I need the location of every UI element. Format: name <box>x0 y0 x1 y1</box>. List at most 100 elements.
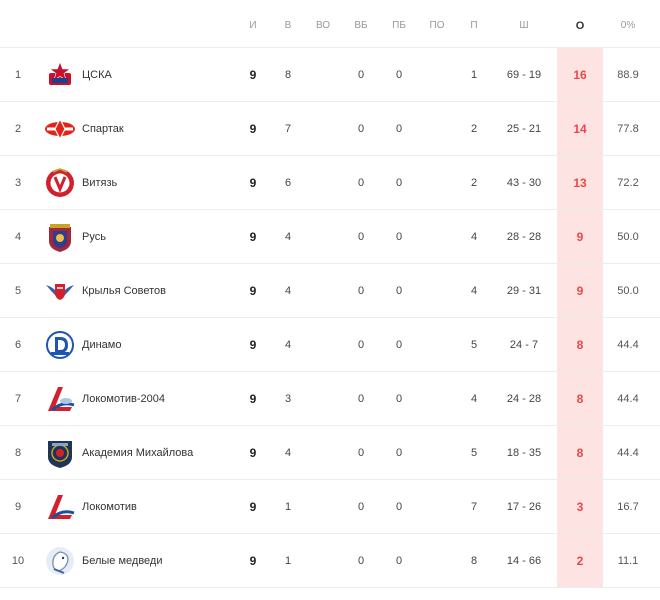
team-name-link[interactable]: Русь <box>82 230 106 243</box>
losses-cell: 4 <box>470 230 478 243</box>
losses-cell: 2 <box>470 122 478 135</box>
so-losses-cell: 0 <box>395 122 403 135</box>
header-points[interactable]: О <box>575 20 585 32</box>
points-cell: 2 <box>576 553 584 568</box>
so-wins-cell: 0 <box>357 284 365 297</box>
table-row[interactable]: 3 Витязь 9 6 0 0 2 43 - 30 13 72.2 <box>0 156 660 210</box>
table-row[interactable]: 8 Академия Михайлова 9 4 0 0 5 18 - 35 8 44.4 <box>0 426 660 480</box>
points-column-highlight <box>557 48 603 588</box>
header-so-wins[interactable]: ВБ <box>354 20 368 31</box>
rus-logo-icon[interactable] <box>44 221 76 253</box>
rank-cell: 3 <box>14 176 22 189</box>
goals-cell: 17 - 26 <box>506 500 542 513</box>
header-goals[interactable]: Ш <box>519 20 529 31</box>
so-losses-cell: 0 <box>395 68 403 81</box>
games-cell: 9 <box>249 121 257 136</box>
team-name-link[interactable]: Академия Михайлова <box>82 446 194 459</box>
team-name-link[interactable]: Белые медведи <box>82 554 163 567</box>
goals-cell: 43 - 30 <box>506 176 542 189</box>
points-cell: 3 <box>576 499 584 514</box>
games-cell: 9 <box>249 175 257 190</box>
points-cell: 9 <box>576 283 584 298</box>
so-wins-cell: 0 <box>357 446 365 459</box>
vityaz-logo-icon[interactable] <box>44 167 76 199</box>
lokomotiv-2004-logo-icon[interactable] <box>44 383 76 415</box>
wins-cell: 8 <box>284 68 292 81</box>
krylia-sovetov-logo-icon[interactable] <box>44 275 76 307</box>
games-cell: 9 <box>249 445 257 460</box>
losses-cell: 7 <box>470 500 478 513</box>
team-name-link[interactable]: Локомотив <box>82 500 137 513</box>
header-percent[interactable]: 0% <box>620 20 636 31</box>
header-ot-losses[interactable]: ПО <box>429 20 445 31</box>
table-row[interactable]: 1 ЦСКА 9 8 0 0 1 69 - 19 16 88.9 <box>0 48 660 102</box>
points-cell: 8 <box>576 391 584 406</box>
team-name-link[interactable]: Динамо <box>82 338 122 351</box>
rank-cell: 6 <box>14 338 22 351</box>
wins-cell: 1 <box>284 500 292 513</box>
table-row[interactable]: 10 Белые медведи 9 1 0 0 8 14 - 66 2 11.1 <box>0 534 660 588</box>
team-name-link[interactable]: Витязь <box>82 176 118 189</box>
percent-cell: 50.0 <box>617 284 639 297</box>
losses-cell: 8 <box>470 554 478 567</box>
games-cell: 9 <box>249 391 257 406</box>
goals-cell: 18 - 35 <box>506 446 542 459</box>
cska-logo-icon[interactable] <box>44 59 76 91</box>
so-losses-cell: 0 <box>395 446 403 459</box>
rank-cell: 2 <box>14 122 22 135</box>
points-cell: 14 <box>573 121 587 136</box>
wins-cell: 7 <box>284 122 292 135</box>
header-wins[interactable]: В <box>284 20 292 31</box>
points-cell: 9 <box>576 229 584 244</box>
table-row[interactable]: 7 Локомотив-2004 9 3 0 0 4 24 - 28 8 44.4 <box>0 372 660 426</box>
dynamo-logo-icon[interactable] <box>44 329 76 361</box>
table-row[interactable]: 4 Русь 9 4 0 0 4 28 - 28 9 50.0 <box>0 210 660 264</box>
points-cell: 8 <box>576 445 584 460</box>
table-row[interactable]: 2 Спартак 9 7 0 0 2 25 - 21 14 77.8 <box>0 102 660 156</box>
team-name-link[interactable]: ЦСКА <box>82 68 112 81</box>
table-row[interactable]: 5 Крылья Советов 9 4 0 0 4 29 - 31 9 50.0 <box>0 264 660 318</box>
belye-medvedi-logo-icon[interactable] <box>44 545 76 577</box>
percent-cell: 44.4 <box>617 392 639 405</box>
team-name-link[interactable]: Спартак <box>82 122 124 135</box>
so-wins-cell: 0 <box>357 554 365 567</box>
points-cell: 8 <box>576 337 584 352</box>
so-wins-cell: 0 <box>357 338 365 351</box>
losses-cell: 4 <box>470 392 478 405</box>
games-cell: 9 <box>249 67 257 82</box>
percent-cell: 44.4 <box>617 446 639 459</box>
table-row[interactable]: 9 Локомотив 9 1 0 0 7 17 - 26 3 16.7 <box>0 480 660 534</box>
rank-cell: 10 <box>11 554 25 567</box>
so-wins-cell: 0 <box>357 392 365 405</box>
wins-cell: 3 <box>284 392 292 405</box>
so-wins-cell: 0 <box>357 122 365 135</box>
rank-cell: 9 <box>14 500 22 513</box>
points-cell: 16 <box>573 67 587 82</box>
goals-cell: 28 - 28 <box>506 230 542 243</box>
so-wins-cell: 0 <box>357 68 365 81</box>
lokomotiv-logo-icon[interactable] <box>44 491 76 523</box>
games-cell: 9 <box>249 337 257 352</box>
losses-cell: 1 <box>470 68 478 81</box>
so-losses-cell: 0 <box>395 500 403 513</box>
team-name-link[interactable]: Крылья Советов <box>82 284 167 297</box>
spartak-logo-icon[interactable] <box>44 113 76 145</box>
mikhailov-academy-logo-icon[interactable] <box>44 437 76 469</box>
percent-cell: 77.8 <box>617 122 639 135</box>
percent-cell: 72.2 <box>617 176 639 189</box>
percent-cell: 50.0 <box>617 230 639 243</box>
header-ot-wins[interactable]: ВО <box>315 20 331 31</box>
losses-cell: 4 <box>470 284 478 297</box>
header-so-losses[interactable]: ПБ <box>392 20 406 31</box>
points-cell: 13 <box>573 175 587 190</box>
so-losses-cell: 0 <box>395 392 403 405</box>
table-row[interactable]: 6 Динамо 9 4 0 0 5 24 - 7 8 44.4 <box>0 318 660 372</box>
rank-cell: 8 <box>14 446 22 459</box>
goals-cell: 24 - 28 <box>506 392 542 405</box>
wins-cell: 6 <box>284 176 292 189</box>
games-cell: 9 <box>249 499 257 514</box>
team-name-link[interactable]: Локомотив-2004 <box>82 392 165 405</box>
header-games[interactable]: И <box>249 20 257 31</box>
header-losses[interactable]: П <box>470 20 478 31</box>
